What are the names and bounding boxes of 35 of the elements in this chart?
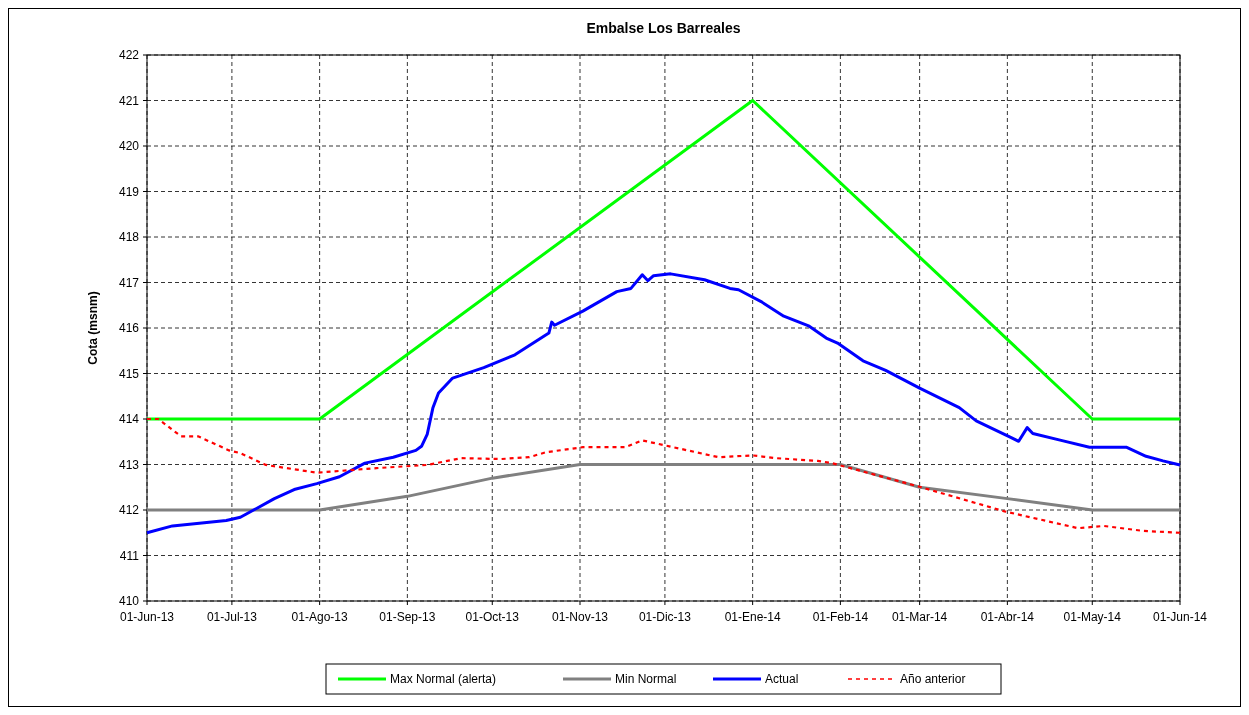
x-tick-label: 01-Ene-14 <box>724 610 781 624</box>
legend-label: Año anterior <box>900 672 966 687</box>
x-tick-label: 01-Dic-13 <box>638 610 692 624</box>
y-tick-label: 422 <box>118 48 140 63</box>
y-axis-title: Cota (msnm) <box>86 291 100 365</box>
x-tick-label: 01-Sep-13 <box>379 610 436 624</box>
y-tick-label: 413 <box>118 457 140 472</box>
y-tick-label: 420 <box>118 139 140 154</box>
x-tick-label: 01-Oct-13 <box>465 610 520 624</box>
y-tick-label: 417 <box>118 275 140 290</box>
line-series <box>145 463 1182 512</box>
line-series <box>145 417 1182 534</box>
x-tick-label: 01-Feb-14 <box>812 610 869 624</box>
y-tick-label: 421 <box>118 93 140 108</box>
y-tick-label: 411 <box>119 548 140 563</box>
x-tick-label: 01-May-14 <box>1063 610 1122 624</box>
y-tick-label: 418 <box>118 230 140 245</box>
legend-label: Actual <box>765 672 799 687</box>
x-tick-label: 01-Mar-14 <box>891 610 948 624</box>
line-series <box>145 272 1182 535</box>
y-tick-label: 410 <box>118 594 140 609</box>
y-tick-label: 419 <box>118 184 140 199</box>
legend-label: Max Normal (alerta) <box>390 672 497 687</box>
x-tick-label: 01-Ago-13 <box>291 610 348 624</box>
x-tick-label: 01-Nov-13 <box>552 610 609 624</box>
y-tick-label: 414 <box>118 412 140 427</box>
x-tick-label: 01-Jun-13 <box>119 610 175 624</box>
chart-title: Embalse Los Barreales <box>586 20 741 36</box>
legend-label: Min Normal <box>615 672 677 687</box>
x-tick-label: 01-Jul-13 <box>206 610 258 624</box>
y-tick-label: 416 <box>118 321 140 336</box>
y-tick-label: 412 <box>118 503 140 518</box>
y-tick-label: 415 <box>118 366 140 381</box>
x-tick-label: 01-Jun-14 <box>1152 610 1208 624</box>
x-tick-label: 01-Abr-14 <box>980 610 1035 624</box>
